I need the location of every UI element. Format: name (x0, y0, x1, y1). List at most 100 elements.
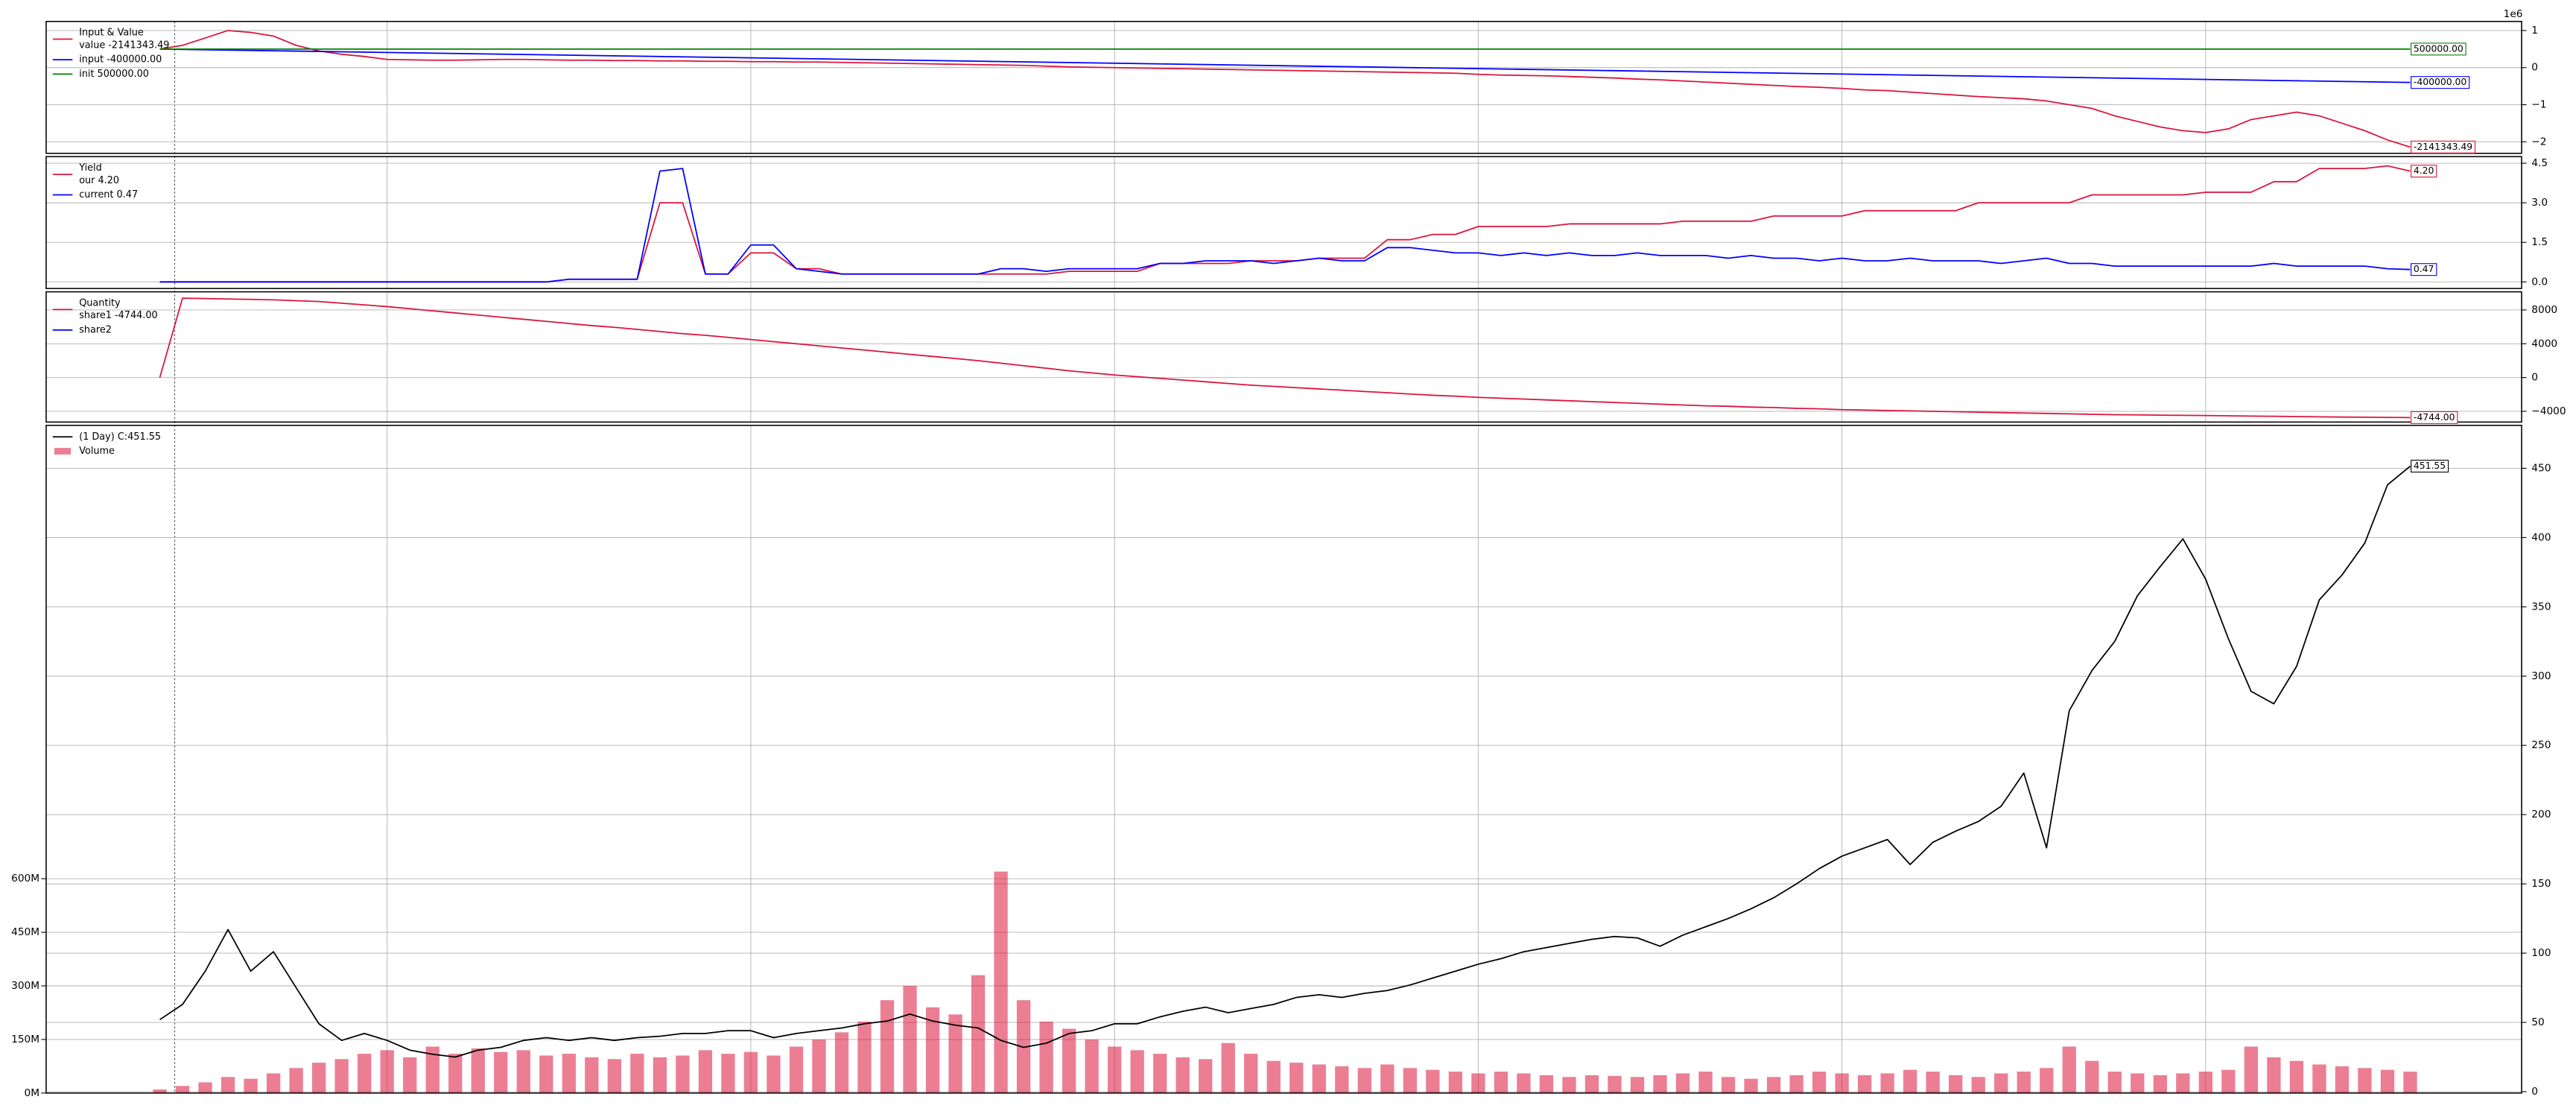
volume-bar (789, 1046, 804, 1093)
legend-label: our 4.20 (79, 175, 119, 186)
marks (159, 297, 2411, 419)
series-line (159, 297, 2411, 419)
legend-title: Yield (78, 162, 102, 174)
volume-bar (2335, 1066, 2350, 1093)
volume-bar (925, 1007, 940, 1093)
volume-bar (1176, 1057, 1190, 1093)
volume-bar (1153, 1054, 1167, 1093)
volume-bar (1448, 1072, 1463, 1093)
end-label: -4744.00 (2414, 412, 2455, 423)
volume-bar (448, 1054, 463, 1093)
volume-bar (1835, 1073, 1849, 1093)
legend-label: share1 -4744.00 (79, 310, 157, 321)
volume-bar (2403, 1072, 2417, 1093)
volume-bar (2358, 1068, 2372, 1093)
volume-bar (1675, 1073, 1690, 1093)
y2-tick-label: 0M (25, 1087, 40, 1099)
volume-bar (2062, 1046, 2076, 1093)
volume-bar (1630, 1077, 1645, 1093)
volume-bar (1517, 1073, 1531, 1093)
volume-bar (289, 1068, 303, 1093)
volume-bar (2380, 1069, 2395, 1093)
y-tick-label: 1.5 (2531, 236, 2548, 248)
series-line (159, 465, 2411, 1058)
volume-bar (380, 1050, 394, 1093)
volume-bar (2107, 1072, 2122, 1093)
volume-bar (516, 1050, 530, 1093)
legend-swatch (54, 448, 72, 455)
end-label: -2141343.49 (2414, 142, 2472, 152)
legend-label: (1 Day) C:451.55 (79, 431, 161, 443)
end-label-box (2411, 42, 2466, 56)
volume-bar (1880, 1073, 1894, 1093)
volume-bar (1289, 1063, 1304, 1093)
volume-bar (676, 1055, 690, 1093)
panel-frame (45, 20, 2522, 154)
y-tick-label: 8000 (2531, 304, 2557, 316)
series-line (159, 168, 2411, 283)
volume-bar (630, 1054, 644, 1093)
volume-bar (425, 1046, 440, 1093)
legend-label: value -2141343.49 (79, 39, 169, 51)
volume-bar (471, 1048, 485, 1093)
volume-bar (2040, 1068, 2054, 1093)
volume-bar (698, 1050, 713, 1093)
volume-bar (1971, 1077, 1985, 1093)
volume-bar (948, 1014, 962, 1093)
volume-bar (1653, 1075, 1667, 1093)
y-tick-label: 1 (2531, 25, 2538, 37)
volume-bar (880, 1000, 895, 1093)
end-label-group: 0.47 (2411, 263, 2437, 276)
end-label-group: 451.55 (2411, 460, 2449, 473)
y-tick-label: −1 (2531, 99, 2546, 111)
volume-bar (1539, 1075, 1554, 1093)
legend-label: share2 (79, 324, 112, 335)
volume-bar (2085, 1060, 2099, 1093)
volume-bar (1039, 1021, 1053, 1093)
overlay: 1 0 −1 −2 1e6 -2141343.49 -400000.00 500000.00 I… (45, 8, 2546, 154)
volume-bar (311, 1063, 326, 1093)
volume-bar (357, 1054, 372, 1093)
volume-bar (1266, 1060, 1281, 1093)
volume-bar (494, 1051, 508, 1093)
y-tick-label: −2 (2531, 136, 2546, 148)
volume-bar (334, 1059, 349, 1093)
volume-bar (2244, 1046, 2259, 1093)
y-tick-label: 0 (2531, 62, 2538, 74)
volume-bar (721, 1054, 735, 1093)
end-label: 451.55 (2414, 461, 2446, 471)
y-tick-label: 450 (2531, 462, 2551, 474)
end-label-box (2411, 140, 2476, 154)
series-line (159, 30, 2411, 148)
volume-bar (1380, 1064, 1395, 1093)
end-label-group: 4.20 (2411, 165, 2437, 178)
volume-bar (2198, 1072, 2212, 1093)
y2-tick-label: 450M (11, 926, 39, 938)
volume-bar (767, 1055, 781, 1093)
volume-bar (2289, 1060, 2304, 1093)
volume-bar (244, 1078, 258, 1093)
panel-frame (45, 291, 2522, 423)
volume-bar (562, 1054, 576, 1093)
volume-bar (1857, 1075, 1872, 1093)
volume-bar (812, 1039, 826, 1093)
volume-bar (403, 1057, 417, 1093)
volume-bar (743, 1051, 758, 1093)
end-label: 500000.00 (2414, 43, 2464, 54)
volume-bar (971, 975, 986, 1093)
volume-bar (1403, 1068, 1417, 1093)
panel-frame (45, 425, 2522, 1094)
end-label-box (2411, 263, 2437, 276)
volume-bar (1199, 1059, 1213, 1093)
grid (45, 21, 2522, 154)
volume-bar (2267, 1057, 2281, 1093)
marks (159, 30, 2411, 148)
marks (153, 465, 2417, 1093)
volume-bar (1426, 1069, 1440, 1093)
volume-bar (857, 1021, 872, 1093)
